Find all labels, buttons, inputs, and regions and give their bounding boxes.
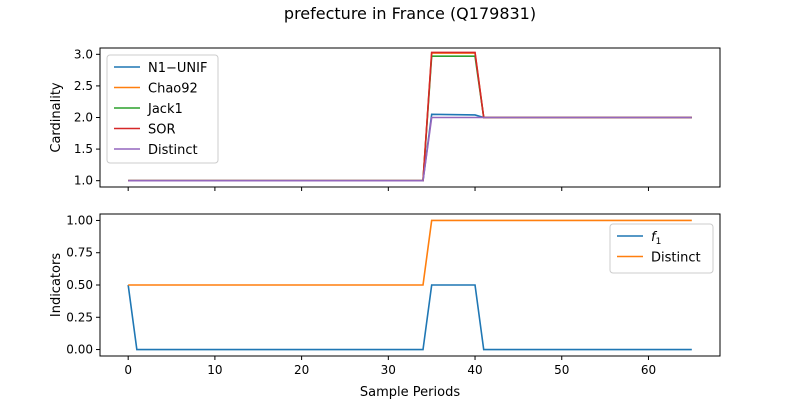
- y-tick-label-0-4: 3.0: [74, 47, 93, 61]
- y-axis-label-0: Cardinality: [49, 82, 64, 153]
- bottom-panel-indicators: 0.00 0.25 0.50 0.75 1.00 0 10 20 30 40 50 60 Indicat…: [49, 213, 721, 400]
- x-tick-label-1-3: 30: [381, 363, 396, 377]
- legend-label-0-0: N1−UNIF: [148, 61, 207, 76]
- series-line-1-0: [127, 284, 692, 351]
- x-tick-label-1-6: 60: [641, 363, 656, 377]
- y-tick-label-0-0: 1.0: [74, 174, 93, 188]
- x-axis-label-1: Sample Periods: [360, 385, 460, 400]
- top-panel-cardinality: 1.0 1.5 2.0 2.5 3.0 Cardinality N1−UNIF Chao92 J…: [49, 47, 721, 191]
- figure-title: prefecture in France (Q179831): [284, 4, 536, 23]
- legend-label-0-2: Jack1: [147, 102, 183, 117]
- y-tick-label-0-1: 1.5: [74, 142, 93, 156]
- y-tick-label-1-1: 0.25: [66, 310, 93, 324]
- y-tick-label-1-0: 0.00: [66, 343, 93, 357]
- legend-label-1-0: f1: [651, 230, 661, 247]
- legend-label-0-1: Chao92: [148, 82, 198, 97]
- y-tick-label-1-3: 0.75: [66, 246, 93, 260]
- x-tick-label-1-5: 50: [554, 363, 569, 377]
- series-line-1-1: [128, 219, 692, 286]
- legend-box-0: [106, 54, 219, 164]
- legend-box-1: [609, 223, 714, 274]
- x-tick-label-1-4: 40: [467, 363, 482, 377]
- series-line-0-4: [128, 116, 692, 182]
- y-tick-label-1-2: 0.50: [66, 278, 93, 292]
- x-tick-label-1-0: 0: [124, 363, 132, 377]
- x-tick-label-1-2: 20: [294, 363, 309, 377]
- y-tick-label-0-3: 2.5: [74, 79, 93, 93]
- y-tick-label-0-2: 2.0: [74, 111, 93, 125]
- y-axis-label-1: Indicators: [49, 253, 64, 317]
- y-tick-label-1-4: 1.00: [66, 213, 93, 227]
- legend-label-0-4: Distinct: [148, 143, 198, 158]
- legend-label-0-3: SOR: [148, 123, 176, 138]
- legend-label-1-1: Distinct: [651, 251, 701, 266]
- x-tick-label-1-1: 10: [207, 363, 222, 377]
